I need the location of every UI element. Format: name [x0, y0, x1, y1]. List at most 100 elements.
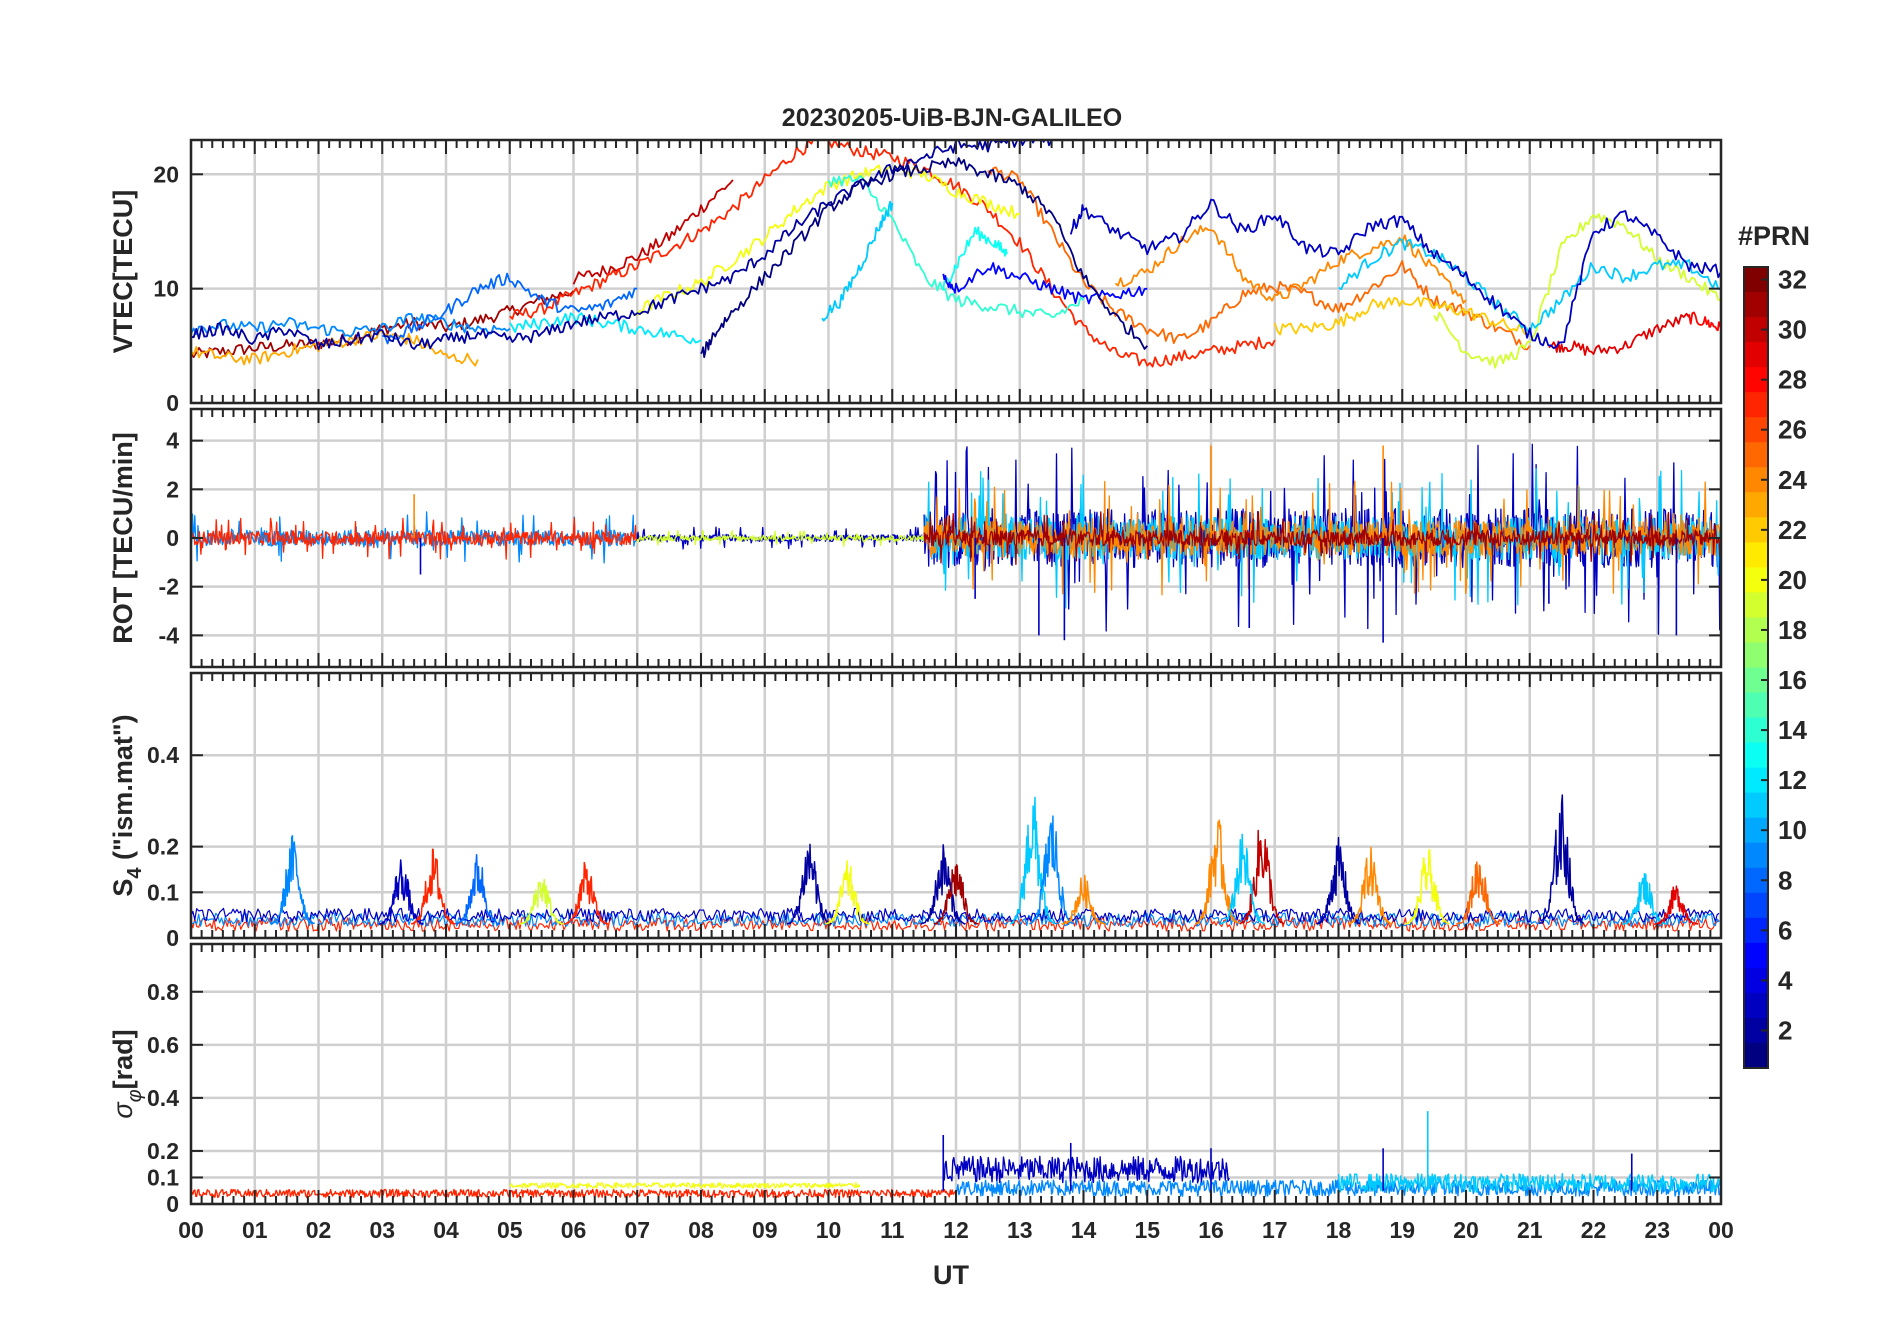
- colorbar-segment: [1744, 792, 1768, 819]
- x-tick-label: 00: [1708, 1217, 1734, 1243]
- colorbar-segment: [1744, 992, 1768, 1019]
- s4-burst-prn-9: [1029, 815, 1075, 925]
- x-tick-label: 14: [1071, 1217, 1097, 1243]
- colorbar-tick-label: 12: [1778, 765, 1807, 795]
- colorbar-tick-label: 14: [1778, 715, 1807, 745]
- s4-burst-prn-11: [1009, 796, 1056, 925]
- y-tick-label: 0: [166, 390, 179, 416]
- vtec-series-prn-19: [1433, 213, 1721, 369]
- grid-vtec: [189, 140, 1723, 405]
- colorbar-segment: [1744, 642, 1768, 669]
- x-tick-label: 05: [497, 1217, 523, 1243]
- colorbar-tick-label: 16: [1778, 665, 1807, 695]
- colorbar-segment: [1744, 842, 1768, 869]
- rot-series-prn-31: [923, 511, 1721, 565]
- colorbar-tick-label: 18: [1778, 615, 1807, 645]
- s4-burst-prn-11: [1622, 872, 1667, 925]
- x-axis-label: UT: [933, 1260, 969, 1290]
- colorbar-tick-label: 24: [1778, 465, 1807, 495]
- colorbar-tick-label: 10: [1778, 815, 1807, 845]
- data-rot: [191, 443, 1721, 643]
- x-tick-label: 04: [433, 1217, 459, 1243]
- y-tick-label: -4: [159, 622, 180, 648]
- x-tick-label: 11: [880, 1217, 905, 1243]
- colorbar-segment: [1744, 392, 1768, 418]
- colorbar-tick-label: 2: [1778, 1015, 1792, 1045]
- s4-burst-prn-20: [825, 860, 871, 925]
- colorbar-segment: [1744, 692, 1768, 719]
- colorbar-segment: [1744, 342, 1768, 368]
- panel-sigma_phi: 00.10.20.40.60.8σφ[rad]00 01 02 03 04 05 06 07 0…: [108, 942, 1734, 1243]
- y-tick-label: 0.1: [147, 1164, 179, 1190]
- s4-burst-prn-9: [270, 835, 315, 925]
- vtec-series-prn-31: [191, 290, 575, 359]
- s4-burst-prn-24: [1347, 846, 1393, 925]
- s4-burst-prn-2: [920, 844, 966, 925]
- y-tick-label: 2: [166, 476, 179, 502]
- x-tick-label: 20: [1453, 1217, 1479, 1243]
- colorbar-tick-label: 28: [1778, 365, 1807, 395]
- s4-burst-prn-31: [933, 864, 979, 925]
- vtec-series-prn-3: [1069, 198, 1721, 350]
- y-tick-label: -2: [159, 574, 179, 600]
- vtec-series-prn-11: [1338, 238, 1721, 336]
- y-axis-label-rot: ROT [TECU/min]: [108, 432, 138, 643]
- colorbar-tick-label: 32: [1778, 265, 1807, 295]
- ticks-vtec: [190, 140, 1722, 404]
- vtec-series-prn-5: [942, 262, 1148, 305]
- x-tick-label: 22: [1581, 1217, 1607, 1243]
- y-tick-label: 0.8: [147, 979, 179, 1005]
- ylabel-rest: ("ism.mat"): [108, 714, 138, 867]
- ylabel-main: S: [108, 879, 138, 897]
- x-tick-label: 13: [1007, 1217, 1033, 1243]
- chart-title: 20230205-UiB-BJN-GALILEO: [782, 104, 1122, 132]
- y-tick-label: 0.1: [147, 879, 179, 905]
- vtec-series-prn-9: [191, 312, 511, 338]
- vtec-series-prn-11: [821, 200, 894, 322]
- s4-burst-prn-24: [1061, 874, 1106, 925]
- vtec-series-prn-27: [509, 140, 1276, 368]
- vtec-series-prn-30: [572, 179, 734, 285]
- y-tick-label: 0.2: [147, 834, 179, 860]
- s4-burst-prn-27: [563, 861, 609, 925]
- colorbar-tick-label: 4: [1778, 965, 1793, 995]
- x-tick-label: 01: [242, 1217, 268, 1243]
- x-tick-label: 06: [561, 1217, 587, 1243]
- x-tick-label: 16: [1198, 1217, 1224, 1243]
- ylabel-main: σ: [108, 1101, 138, 1119]
- ylabel-sub: φ: [124, 1089, 146, 1102]
- y-axis-label-vtec: VTEC[TECU]: [108, 190, 138, 354]
- y-axis-label-sigma_phi: σφ[rad]: [108, 1029, 146, 1118]
- colorbar-label: #PRN: [1738, 221, 1810, 251]
- panel-vtec: 0 10 20 VTEC[TECU]: [108, 138, 1723, 416]
- s4-burst-prn-27: [410, 848, 456, 925]
- x-tick-label: 19: [1389, 1217, 1415, 1243]
- y-tick-label: 0.6: [147, 1032, 179, 1058]
- s4-burst-prn-25: [1456, 861, 1501, 925]
- y-tick-label: 4: [166, 428, 179, 454]
- colorbar-segment: [1744, 442, 1768, 468]
- colorbar-frame: [1743, 266, 1769, 1069]
- y-tick-label: 0: [166, 1191, 179, 1217]
- x-tick-label: 00: [178, 1217, 204, 1243]
- vtec-series-prn-25: [987, 166, 1531, 351]
- x-tick-label: 02: [306, 1217, 332, 1243]
- vtec-series-prn-24: [1114, 224, 1467, 304]
- vtec-series-prn-8: [382, 272, 638, 345]
- colorbar-tick-label: 22: [1778, 515, 1807, 545]
- vtec-series-prn-22: [1273, 296, 1530, 336]
- panel-rot: -4 -2 0 2 4 ROT [TECU/min]: [108, 407, 1723, 669]
- y-tick-label: 0.4: [147, 1085, 179, 1111]
- colorbar-segment: [1744, 492, 1768, 518]
- colorbar-tick-label: 8: [1778, 865, 1792, 895]
- grid-sigma_phi: [189, 944, 1723, 1206]
- vtec-series-prn-2: [191, 140, 1053, 351]
- x-tick-label: 12: [943, 1217, 969, 1243]
- frame-s4: [189, 671, 1723, 940]
- sigma-series-prn-20: [509, 1182, 861, 1189]
- y-axis-label-s4: S4 ("ism.mat"): [108, 714, 146, 896]
- colorbar-tick-label: 30: [1778, 315, 1807, 345]
- colorbar-tick-label: 26: [1778, 415, 1807, 445]
- colorbar-segment: [1744, 292, 1768, 318]
